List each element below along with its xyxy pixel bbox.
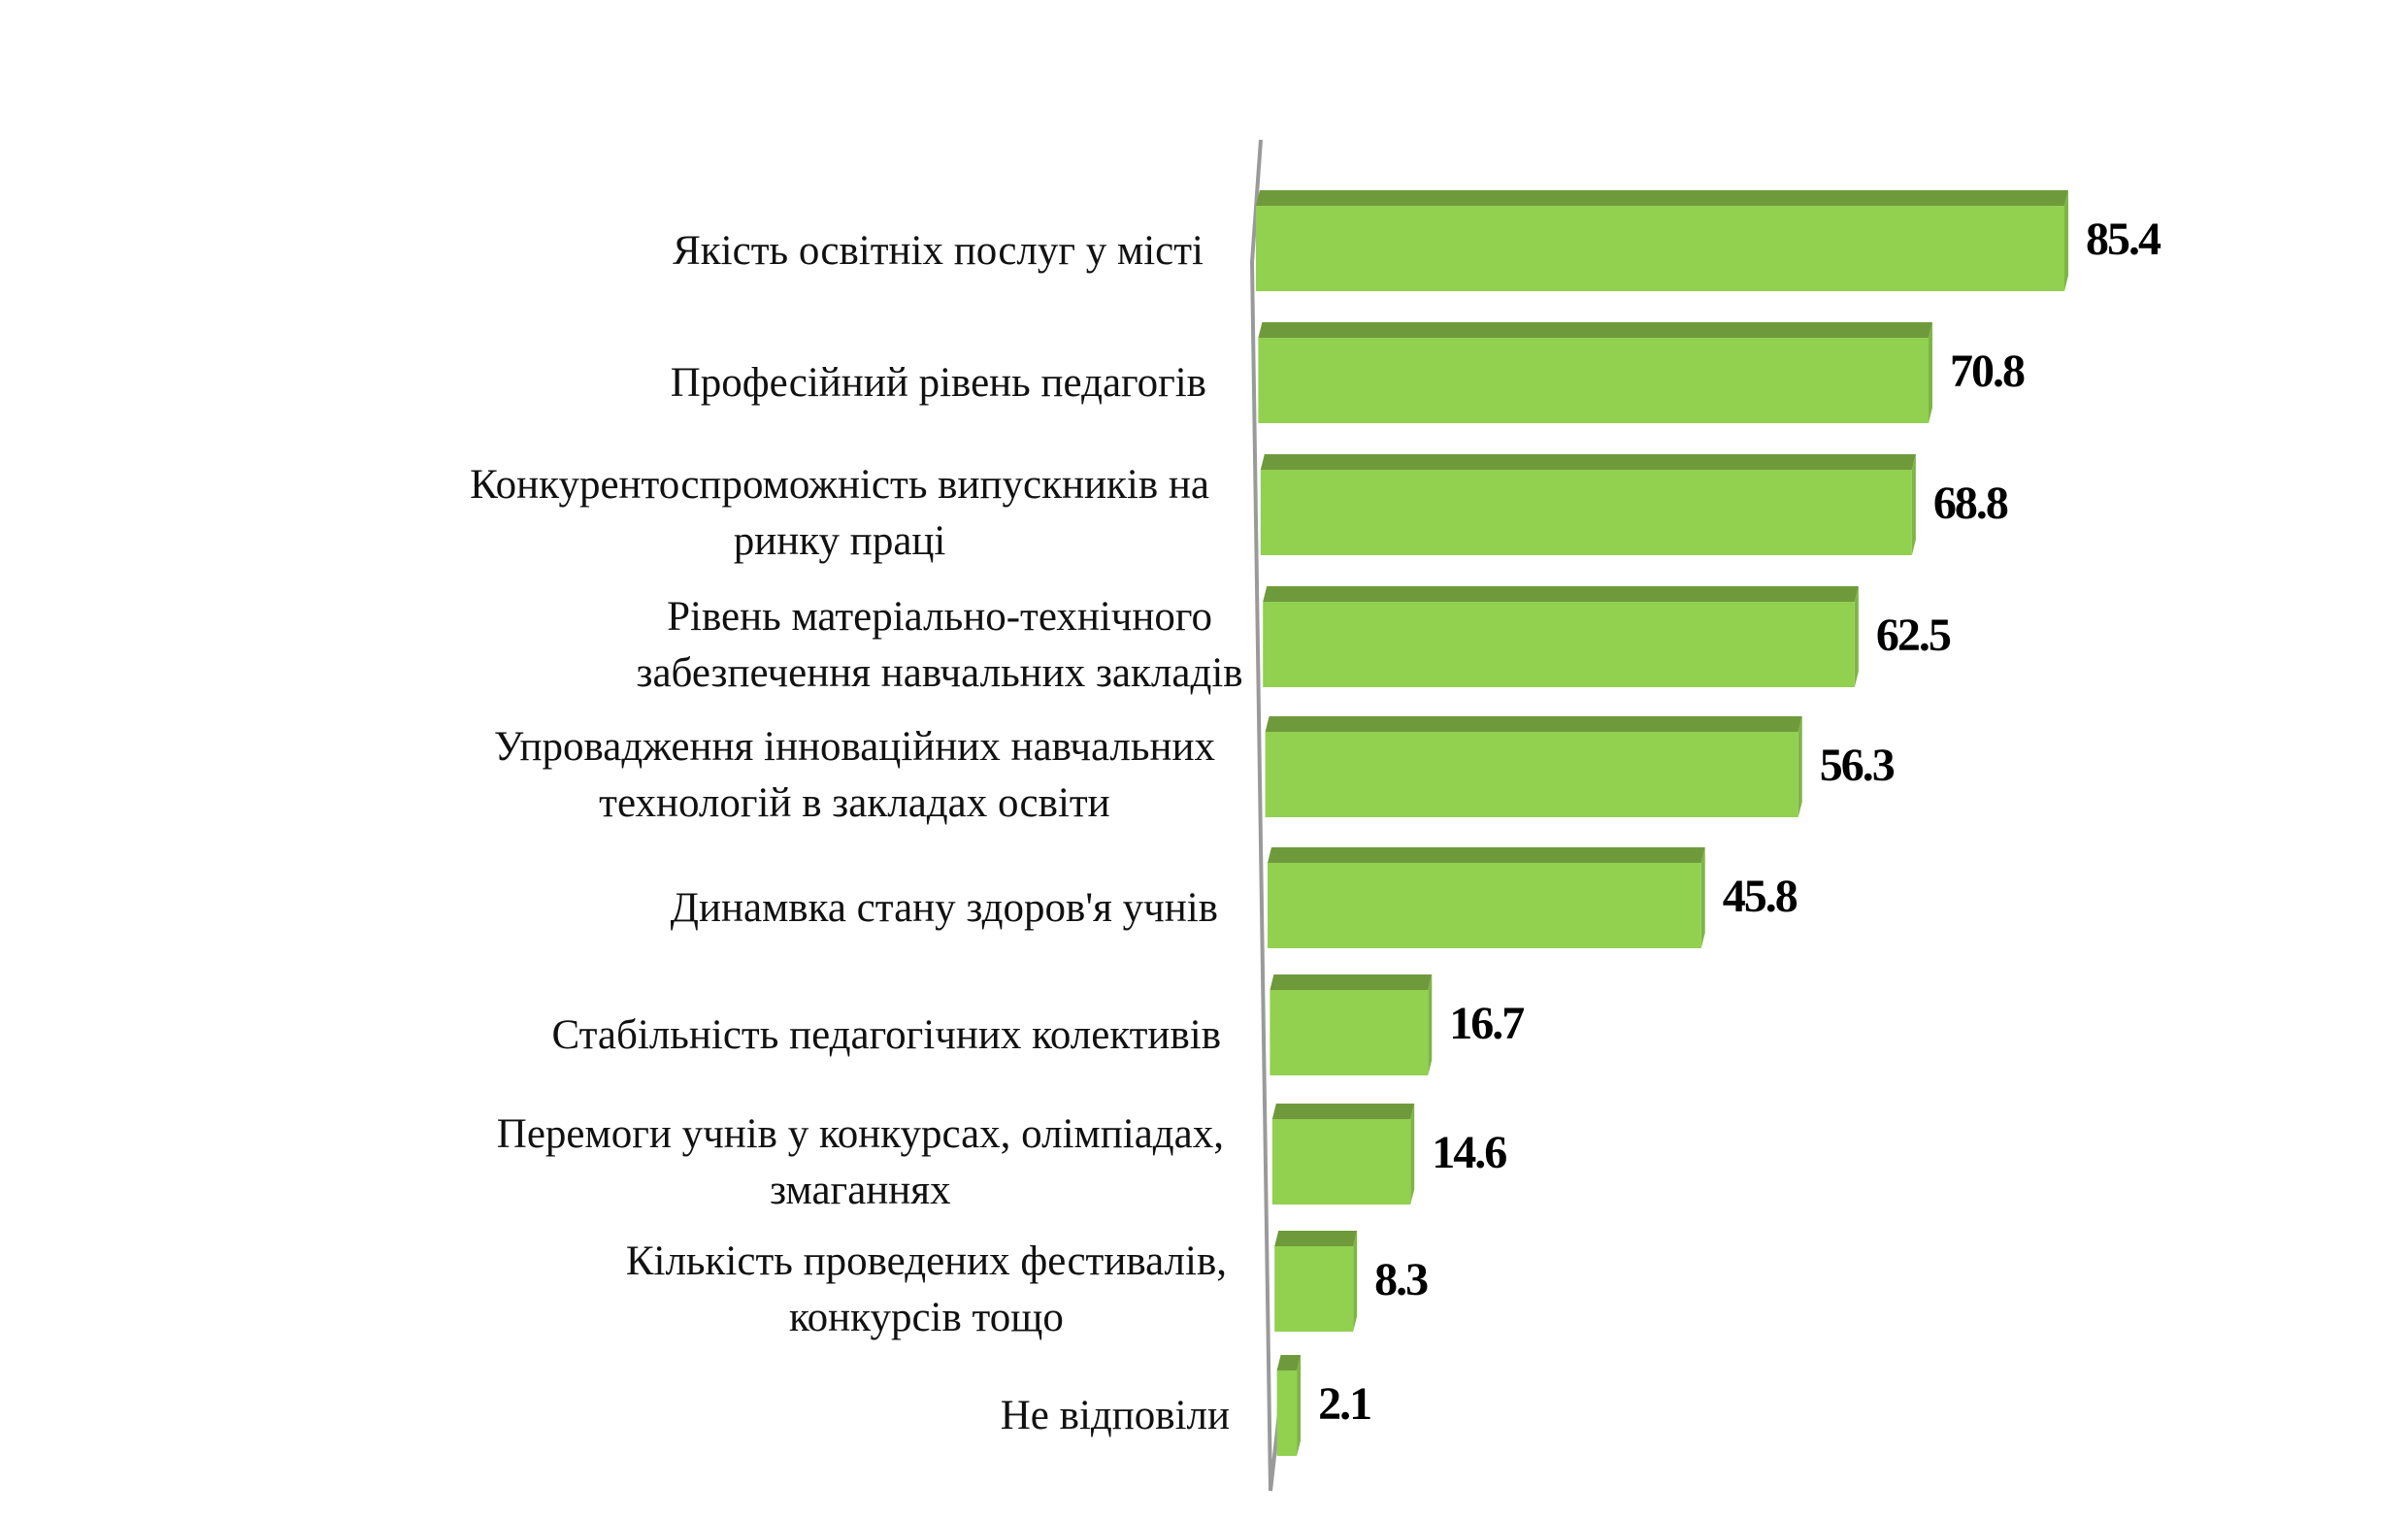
category-label: Упровадження інноваційних навчальних — [494, 724, 1215, 770]
bar-side — [1928, 322, 1932, 423]
data-label: 68.8 — [1933, 478, 2008, 529]
bar-side — [1353, 1231, 1358, 1332]
bar — [1268, 863, 1701, 948]
bar — [1271, 1119, 1411, 1204]
category-label: Професійний рівень педагогів — [671, 360, 1206, 406]
bar-side — [1700, 847, 1705, 948]
data-label: 2.1 — [1318, 1378, 1370, 1430]
bar-top — [1276, 1355, 1302, 1370]
category-label: Перемоги учнів у конкурсах, олімпіадах, — [497, 1111, 1224, 1157]
data-label: 85.4 — [2086, 214, 2161, 265]
category-label: Рівень матеріально-технічного — [667, 594, 1212, 640]
category-label: ринку праці — [734, 518, 946, 564]
data-label: 56.3 — [1820, 740, 1895, 791]
bar-top — [1265, 716, 1802, 732]
category-label: Не відповіли — [1001, 1393, 1230, 1438]
bar-top — [1268, 847, 1705, 863]
bar — [1276, 1370, 1298, 1456]
category-label: змаганнях — [770, 1168, 950, 1213]
data-label: 14.6 — [1432, 1127, 1506, 1178]
bar-side — [1428, 974, 1433, 1075]
bar — [1263, 602, 1855, 687]
data-label: 16.7 — [1449, 998, 1524, 1049]
category-label: конкурсів тощо — [789, 1295, 1064, 1340]
bar-side — [1854, 586, 1859, 687]
bar — [1256, 206, 2064, 291]
data-label: 62.5 — [1876, 610, 1951, 661]
category-label: Стабільність педагогічних колективів — [551, 1012, 1221, 1058]
bar-top — [1270, 974, 1433, 990]
category-label: Кількість проведених фестивалів, — [626, 1238, 1227, 1284]
category-label: Конкурентоспроможність випускників на — [470, 462, 1209, 508]
category-label: Якість освітніх послуг у місті — [673, 228, 1204, 274]
bar-top — [1256, 190, 2068, 206]
value-axis-line — [1249, 139, 1285, 1492]
bar-top — [1260, 454, 1916, 470]
category-label: Динамвка стану здоров'я учнів — [671, 885, 1218, 931]
category-label: забезпечення навчальних закладів — [636, 650, 1242, 696]
bar — [1265, 732, 1798, 817]
data-label: 8.3 — [1374, 1254, 1428, 1305]
bar-top — [1263, 586, 1859, 602]
bar — [1270, 990, 1429, 1075]
bar-top — [1258, 322, 1932, 338]
bar-top — [1271, 1104, 1415, 1119]
bar-side — [1911, 454, 1916, 555]
bar-side — [1798, 716, 1802, 817]
bar — [1258, 338, 1929, 423]
data-label: 45.8 — [1723, 871, 1798, 922]
bar — [1274, 1246, 1354, 1332]
bar-side — [1410, 1104, 1415, 1204]
bar — [1260, 470, 1912, 555]
bar-side — [2064, 190, 2068, 291]
data-label: 70.8 — [1950, 346, 2025, 397]
bar-side — [1297, 1355, 1302, 1456]
category-label: технологій в закладах освіти — [599, 780, 1110, 826]
bar-top — [1274, 1231, 1358, 1246]
